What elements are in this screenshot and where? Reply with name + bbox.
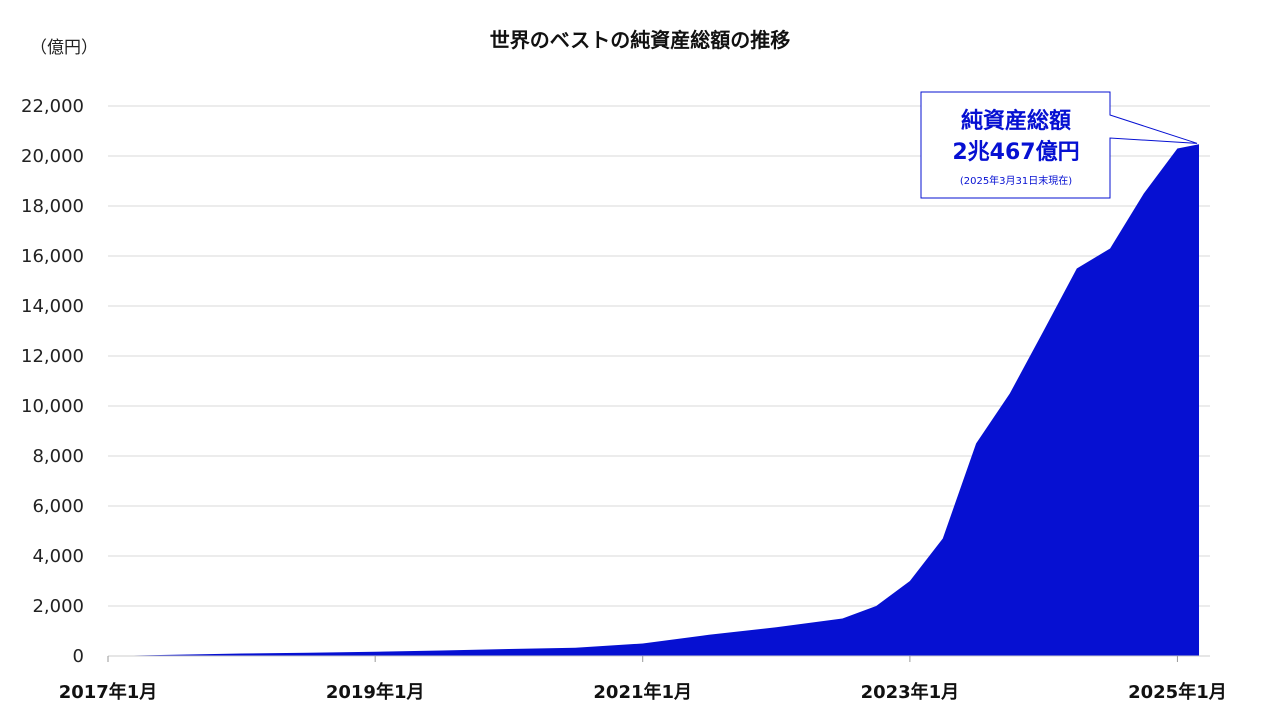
callout-box [920, 91, 1198, 199]
y-tick-label: 16,000 [21, 246, 84, 267]
series-area-group [108, 144, 1200, 657]
callout-value: 2兆467億円 [952, 139, 1079, 165]
series-area [108, 144, 1200, 657]
x-axis-ticks: 2017年1月 2019年1月 2021年1月 2023年1月 2025年1月 [59, 656, 1227, 703]
y-axis-ticks: 0 2,000 4,000 6,000 8,000 10,000 12,000 14,000 1… [21, 96, 84, 667]
y-tick-label: 2,000 [32, 596, 84, 617]
y-tick-label: 18,000 [21, 196, 84, 217]
x-tick-label: 2023年1月 [861, 681, 960, 703]
y-tick-label: 14,000 [21, 296, 84, 317]
y-tick-label: 6,000 [32, 496, 84, 517]
y-tick-label: 0 [73, 646, 84, 667]
x-tick-label: 2021年1月 [593, 681, 692, 703]
chart-title: 世界のベストの純資産総額の推移 [490, 28, 790, 52]
y-axis-unit-label: （億円） [30, 38, 98, 58]
x-tick-label: 2017年1月 [59, 681, 158, 703]
callout-date: (2025年3月31日末現在) [960, 174, 1072, 187]
y-tick-label: 8,000 [32, 446, 84, 467]
callout-label: 純資産総額 [961, 108, 1071, 134]
x-tick-label: 2025年1月 [1128, 681, 1227, 703]
y-tick-label: 10,000 [21, 396, 84, 417]
y-tick-label: 20,000 [21, 146, 84, 167]
y-tick-label: 12,000 [21, 346, 84, 367]
x-tick-label: 2019年1月 [326, 681, 425, 703]
annotation-callout: 純資産総額 2兆467億円 (2025年3月31日末現在) [920, 91, 1198, 199]
y-tick-label: 22,000 [21, 96, 84, 117]
y-tick-label: 4,000 [32, 546, 84, 567]
